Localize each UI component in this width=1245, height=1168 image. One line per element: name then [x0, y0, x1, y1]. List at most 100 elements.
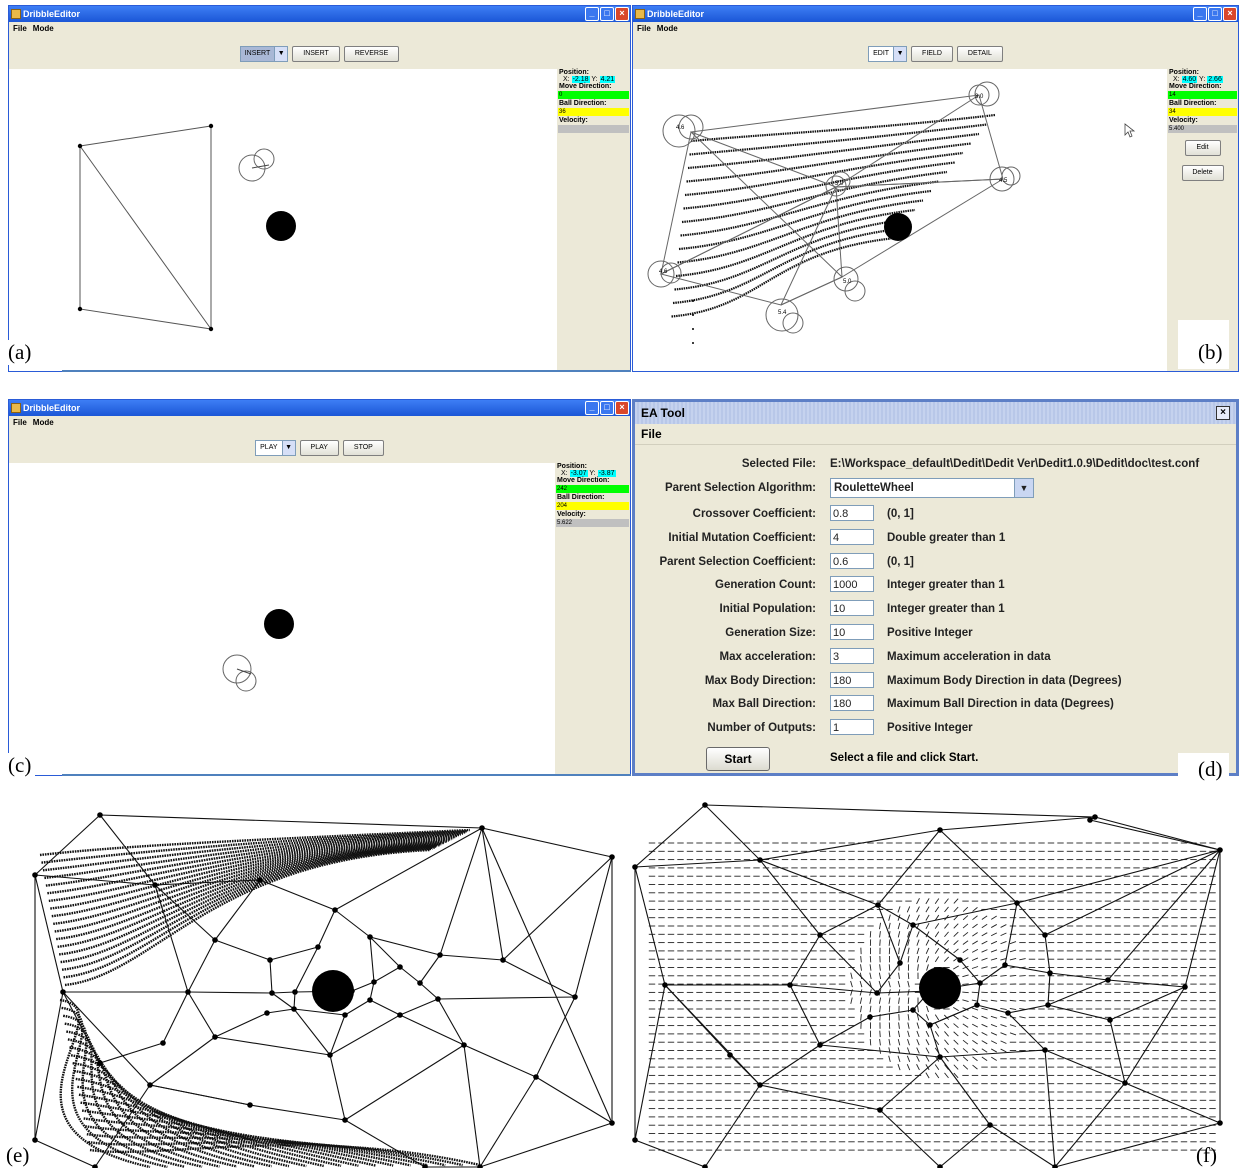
velocity-field[interactable]: 5.400	[1168, 125, 1237, 133]
ball-direction-field[interactable]: 34	[1168, 108, 1237, 116]
menu-mode[interactable]: Mode	[32, 418, 54, 427]
delete-button[interactable]: Delete	[1181, 165, 1224, 181]
param-input[interactable]: 10	[830, 600, 874, 617]
direction-tick	[971, 957, 979, 961]
mesh-edge	[269, 946, 319, 961]
mode-select[interactable]: PLAY ▼	[255, 440, 296, 456]
direction-tick	[934, 947, 940, 954]
mesh-edge	[759, 829, 941, 861]
mesh-edge	[939, 829, 1018, 904]
velocity-field[interactable]	[558, 125, 629, 133]
param-input[interactable]: 1000	[830, 576, 874, 593]
direction-tick	[962, 1007, 969, 1011]
ball[interactable]	[264, 609, 294, 639]
insert-button[interactable]: INSERT	[292, 46, 340, 62]
menu-file[interactable]: File	[13, 418, 27, 427]
direction-tick	[916, 931, 920, 938]
close-icon[interactable]: ×	[1223, 7, 1237, 21]
ball[interactable]	[884, 213, 912, 241]
param-input[interactable]: 0.8	[830, 505, 874, 521]
direction-tick	[888, 1055, 891, 1063]
trajectory-line	[684, 151, 964, 197]
param-input[interactable]: 10	[830, 624, 874, 640]
stop-button[interactable]: STOP	[342, 440, 384, 456]
mesh-edge	[259, 879, 336, 911]
editor-canvas[interactable]	[9, 463, 555, 776]
minimize-icon[interactable]: _	[1193, 7, 1207, 21]
direction-tick	[1009, 1032, 1017, 1036]
mesh-edge	[939, 1124, 991, 1168]
direction-tick	[907, 980, 910, 988]
mesh-edge	[249, 1104, 346, 1121]
mesh-node	[1105, 977, 1111, 983]
reverse-button[interactable]: REVERSE	[343, 46, 400, 62]
menu-mode[interactable]: Mode	[32, 24, 54, 33]
direction-tick	[981, 1015, 988, 1019]
param-input[interactable]: 3	[830, 647, 874, 664]
param-input[interactable]: 180	[830, 695, 874, 712]
menu-mode[interactable]: Mode	[656, 24, 678, 33]
mesh-node	[367, 934, 373, 940]
direction-tick	[907, 972, 910, 980]
param-input[interactable]: 4	[830, 528, 874, 545]
direction-tick	[971, 1023, 979, 1028]
close-icon[interactable]: ×	[1216, 406, 1230, 420]
mesh-edge	[481, 827, 613, 858]
velocity-field[interactable]: 5.622	[556, 519, 629, 527]
maximize-icon[interactable]: □	[600, 401, 614, 415]
mesh-edge	[329, 1054, 346, 1121]
mesh-edge	[187, 991, 216, 1038]
close-icon[interactable]: ×	[615, 401, 629, 415]
direction-tick	[926, 1005, 929, 1013]
direction-tick	[869, 1038, 872, 1046]
direction-tick	[934, 1039, 940, 1046]
mesh-edge	[369, 936, 401, 968]
caption-b: (b)	[1178, 320, 1229, 369]
editor-canvas[interactable]	[9, 69, 557, 371]
close-icon[interactable]: ×	[615, 7, 629, 21]
menu-file[interactable]: File	[641, 427, 662, 441]
move-direction-field[interactable]: 242	[556, 485, 629, 493]
start-button[interactable]: Start	[706, 747, 770, 771]
param-input[interactable]: 0.6	[830, 552, 874, 569]
maximize-icon[interactable]: □	[1208, 7, 1222, 21]
minimize-icon[interactable]: _	[585, 401, 599, 415]
minimize-icon[interactable]: _	[585, 7, 599, 21]
edit-button[interactable]: Edit	[1184, 140, 1221, 156]
direction-tick	[898, 947, 900, 955]
menu-file[interactable]: File	[637, 24, 651, 33]
menu-file[interactable]: File	[13, 24, 27, 33]
play-button[interactable]: PLAY	[299, 440, 339, 456]
move-direction-field[interactable]: 0	[558, 91, 629, 99]
field-button[interactable]: FIELD	[911, 46, 953, 62]
mode-select[interactable]: EDIT ▼	[868, 46, 908, 62]
param-input[interactable]: 1	[830, 719, 874, 736]
mesh-edge	[481, 827, 613, 1124]
info-sidebar: Position: X: -3.07 Y: -3.87 Move Directi…	[555, 463, 630, 775]
direction-tick	[916, 898, 920, 905]
move-direction-field[interactable]: 14	[1168, 91, 1237, 99]
ball-direction-field[interactable]: 204	[556, 502, 629, 510]
editor-canvas[interactable]: 3.0 4.6 3.0 4.5 4.6 5.0 5.4	[633, 69, 1167, 371]
direction-tick	[850, 997, 853, 1004]
trajectory-line	[75, 1077, 324, 1168]
direction-tick	[906, 922, 911, 930]
mesh-node	[461, 1042, 467, 1048]
detail-button[interactable]: DETAIL	[956, 46, 1003, 62]
direction-tick	[916, 939, 920, 946]
ball-direction-field[interactable]: 36	[558, 108, 629, 116]
direction-tick	[878, 997, 882, 1004]
mode-select[interactable]: INSERT ▼	[239, 46, 289, 62]
direction-tick	[990, 1015, 998, 1019]
mesh-node	[267, 957, 273, 963]
ball[interactable]	[266, 211, 296, 241]
mesh-node	[264, 1010, 270, 1016]
trajectory-line	[54, 840, 447, 933]
mesh-edge	[437, 998, 465, 1046]
mesh-edge	[344, 1119, 426, 1168]
maximize-icon[interactable]: □	[600, 7, 614, 21]
algorithm-select[interactable]: RouletteWheel ▼	[830, 478, 1034, 498]
param-input[interactable]: 180	[830, 671, 874, 688]
param-row: Initial Mutation Coefficient: 4 Double gre…	[635, 528, 1236, 550]
mesh-node	[435, 996, 441, 1002]
